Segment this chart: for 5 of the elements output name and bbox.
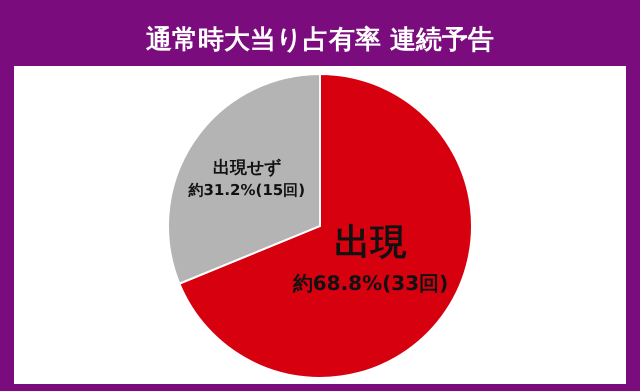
data-label: 約31.2%(15回)	[187, 180, 306, 199]
slice-label: 出現せず	[212, 158, 281, 178]
chart-title: 通常時大当り占有率 連続予告	[146, 25, 494, 55]
slice-label: 出現	[334, 222, 406, 263]
data-label: 約68.8%(33回)	[292, 270, 448, 295]
